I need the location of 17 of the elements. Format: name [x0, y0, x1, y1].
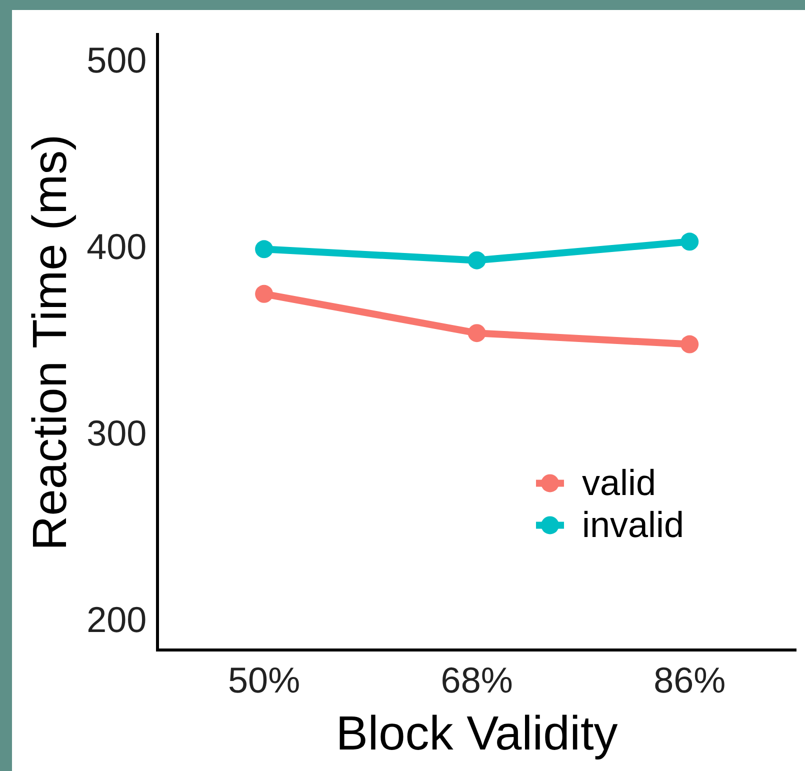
x-tick-label: 50% [228, 660, 300, 701]
x-tick-label: 68% [440, 660, 513, 701]
y-tick-label: 500 [86, 40, 147, 81]
point [680, 335, 699, 354]
legend-label: invalid [582, 504, 684, 546]
y-tick-label: 300 [86, 412, 147, 454]
x-axis-title: Block Validity [336, 707, 618, 760]
point [255, 240, 274, 258]
y-axis-title: Reaction Time (ms) [24, 134, 78, 550]
x-tick-label: 86% [654, 660, 726, 701]
point [468, 324, 486, 342]
y-tick-label: 400 [86, 226, 147, 268]
legend-label: valid [582, 462, 656, 504]
point [255, 284, 274, 303]
point [680, 232, 699, 251]
point [468, 251, 486, 270]
y-tick-label: 200 [86, 599, 147, 640]
